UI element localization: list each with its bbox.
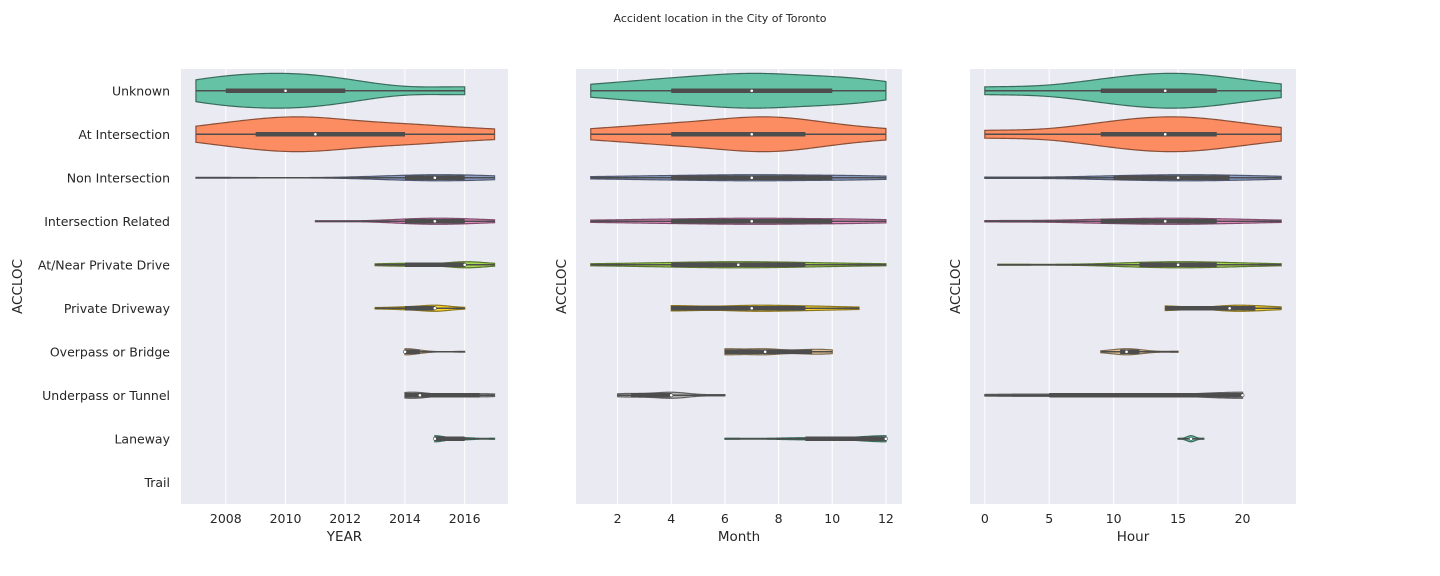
median-marker — [1227, 306, 1232, 311]
median-marker — [283, 88, 288, 93]
median-marker — [1124, 349, 1129, 354]
x-tick-label: 10 — [1106, 511, 1122, 526]
median-marker — [763, 349, 768, 354]
figure-title: Accident location in the City of Toronto — [614, 12, 827, 25]
median-marker — [1240, 393, 1245, 398]
subplot-2: 2 4 6 8 10 12 Month ACCLOC — [554, 69, 902, 545]
median-marker — [432, 175, 437, 180]
x-tick-label: 2 — [614, 511, 622, 526]
median-marker — [313, 132, 318, 137]
median-marker — [432, 436, 437, 441]
median-marker — [736, 262, 741, 267]
y-tick-label: Laneway — [114, 431, 170, 446]
x-tick-label: 2008 — [210, 511, 242, 526]
x-tick-label: 0 — [981, 511, 989, 526]
x-tick-label: 2012 — [329, 511, 361, 526]
x-tick-label: 2016 — [449, 511, 481, 526]
median-marker — [462, 262, 467, 267]
x-tick-label: 2010 — [270, 511, 302, 526]
x-tick-label: 4 — [667, 511, 675, 526]
x-axis-label: Month — [718, 529, 760, 545]
median-marker — [749, 175, 754, 180]
y-tick-label: Trail — [143, 475, 170, 490]
x-axis-label: Hour — [1117, 529, 1150, 545]
median-marker — [1163, 219, 1168, 224]
median-marker — [749, 132, 754, 137]
median-marker — [669, 393, 674, 398]
y-axis-label: ACCLOC — [554, 259, 570, 314]
median-marker — [432, 219, 437, 224]
y-tick-label: Intersection Related — [44, 214, 170, 229]
x-tick-label: 5 — [1045, 511, 1053, 526]
median-marker — [1176, 175, 1180, 180]
y-axis-label: ACCLOC — [10, 259, 26, 314]
median-marker — [749, 306, 754, 311]
subplot-1: 2008 2010 2012 2014 2016 YEAR ACCLOC Unknown At … — [10, 69, 508, 545]
y-axis-label: ACCLOC — [948, 259, 964, 314]
x-tick-label: 8 — [775, 511, 783, 526]
x-tick-label: 6 — [721, 511, 729, 526]
y-tick-label: At Intersection — [78, 127, 170, 142]
x-tick-label: 12 — [878, 511, 894, 526]
y-tick-label: Private Driveway — [64, 301, 171, 316]
y-tick-label: At/Near Private Drive — [38, 257, 170, 272]
median-marker — [1163, 132, 1168, 137]
x-tick-label: 10 — [824, 511, 840, 526]
y-tick-label: Underpass or Tunnel — [42, 388, 170, 403]
median-marker — [418, 393, 422, 398]
median-marker — [884, 436, 888, 441]
median-marker — [749, 219, 754, 224]
median-marker — [1176, 262, 1180, 267]
median-marker — [1189, 436, 1193, 441]
y-tick-label: Non Intersection — [67, 170, 170, 185]
median-marker — [1163, 88, 1168, 93]
subplot-3: 0 5 10 15 20 Hour ACCLOC — [948, 69, 1296, 545]
x-tick-label: 15 — [1170, 511, 1186, 526]
median-marker — [749, 88, 754, 93]
x-tick-label: 2014 — [389, 511, 421, 526]
y-tick-label: Unknown — [112, 83, 170, 98]
median-marker — [403, 349, 407, 354]
median-marker — [432, 306, 437, 311]
x-tick-label: 20 — [1235, 511, 1251, 526]
x-axis-label: YEAR — [326, 529, 362, 545]
y-tick-label: Overpass or Bridge — [50, 344, 170, 359]
